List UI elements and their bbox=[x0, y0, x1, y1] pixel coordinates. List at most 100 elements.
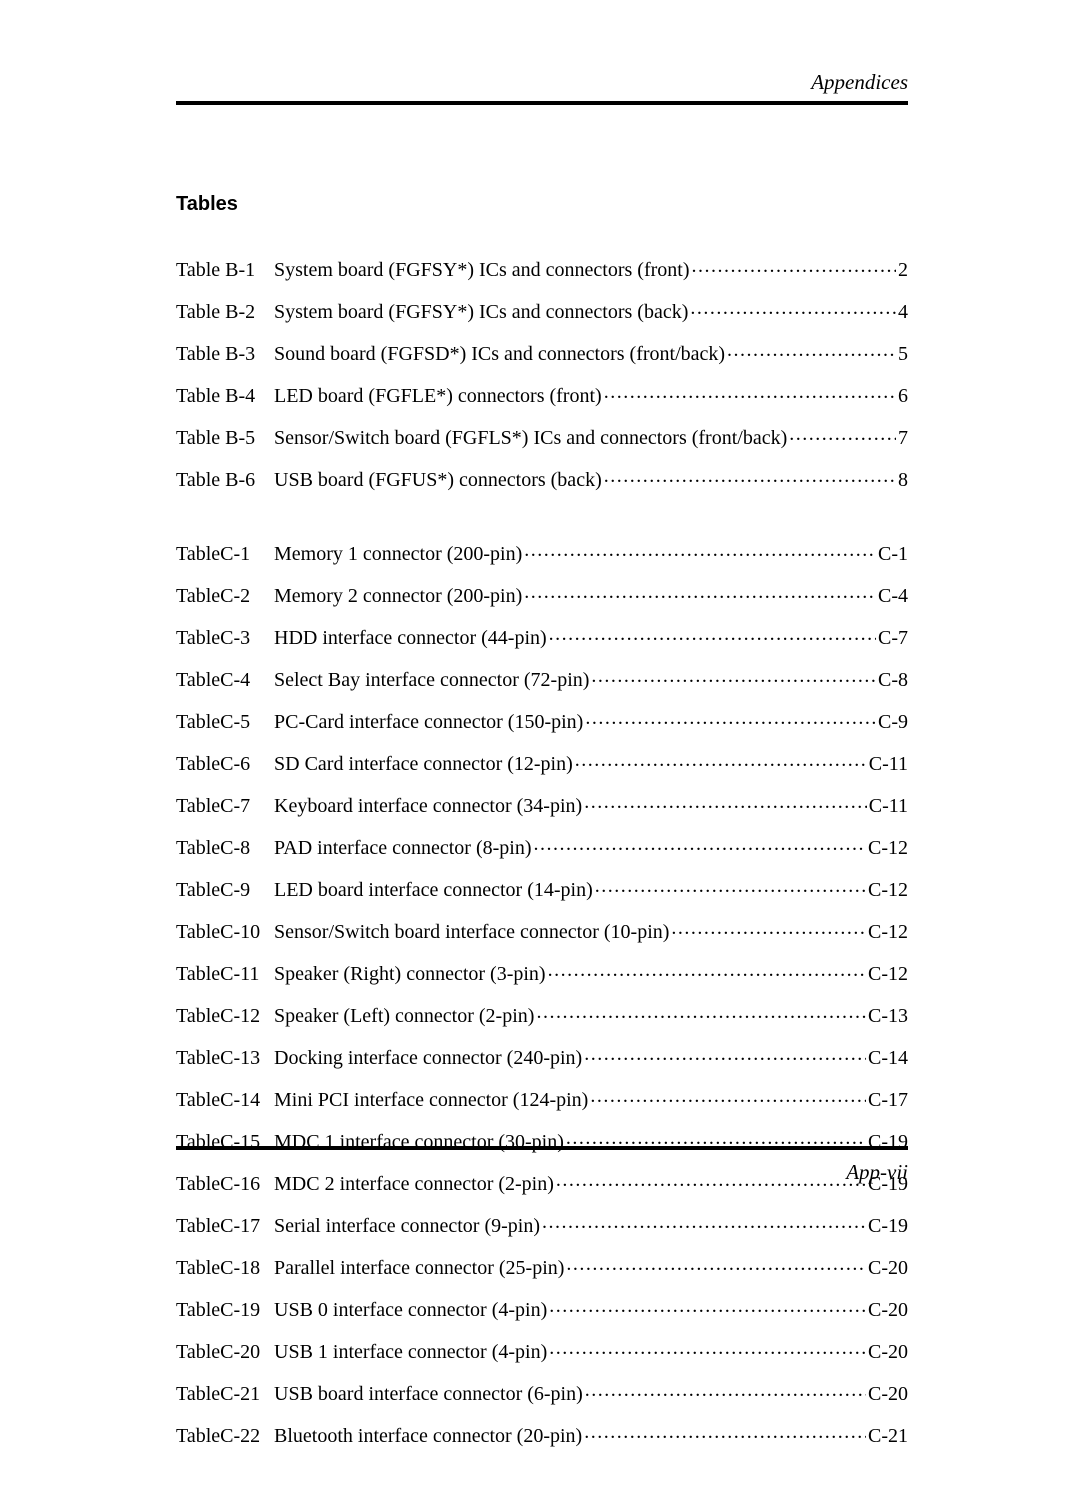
toc-block: TableC-1Memory 1 connector (200-pin) C-1 T… bbox=[176, 540, 908, 1446]
toc-leader-dots bbox=[584, 1422, 866, 1442]
toc-entry-page: C-9 bbox=[876, 712, 908, 732]
toc-entry-label: TableC-13 bbox=[176, 1048, 274, 1068]
toc-entry: TableC-11Speaker (Right) connector (3-pi… bbox=[176, 960, 908, 984]
toc-entry: TableC-22Bluetooth interface connector (… bbox=[176, 1422, 908, 1446]
toc-leader-dots bbox=[566, 1254, 866, 1274]
toc-entry-title: Parallel interface connector (25-pin) bbox=[274, 1258, 566, 1278]
toc-entry-title: USB 1 interface connector (4-pin) bbox=[274, 1342, 549, 1362]
toc-leader-dots bbox=[524, 540, 876, 560]
toc-entry-title: SD Card interface connector (12-pin) bbox=[274, 754, 575, 774]
toc-entry-title: Docking interface connector (240-pin) bbox=[274, 1048, 584, 1068]
toc-leader-dots bbox=[584, 792, 867, 812]
toc-entry-title: USB board interface connector (6-pin) bbox=[274, 1384, 585, 1404]
toc-entry-label: TableC-2 bbox=[176, 586, 274, 606]
footer-rule bbox=[176, 1146, 908, 1150]
toc-entry-title: Mini PCI interface connector (124-pin) bbox=[274, 1090, 590, 1110]
toc-entry-label: TableC-1 bbox=[176, 544, 274, 564]
toc-entry: TableC-18Parallel interface connector (2… bbox=[176, 1254, 908, 1278]
toc-entry-label: TableC-10 bbox=[176, 922, 274, 942]
page-content: Appendices Tables Table B-1System board … bbox=[176, 70, 908, 1496]
toc-leader-dots bbox=[727, 340, 896, 360]
toc-leader-dots bbox=[789, 424, 896, 444]
toc-entry: Table B-6USB board (FGFUS*) connectors (… bbox=[176, 466, 908, 490]
toc-leader-dots bbox=[585, 708, 876, 728]
toc-entry: TableC-21USB board interface connector (… bbox=[176, 1380, 908, 1404]
toc-entry-title: System board (FGFSY*) ICs and connectors… bbox=[274, 302, 690, 322]
toc-entry: TableC-5PC-Card interface connector (150… bbox=[176, 708, 908, 732]
toc-entry-title: Memory 1 connector (200-pin) bbox=[274, 544, 524, 564]
toc-leader-dots bbox=[549, 1338, 866, 1358]
toc-entry-page: C-14 bbox=[866, 1048, 908, 1068]
toc-entry-page: C-20 bbox=[866, 1300, 908, 1320]
toc-entry-label: TableC-11 bbox=[176, 964, 274, 984]
toc-entry-label: Table B-5 bbox=[176, 428, 274, 448]
toc-leader-dots bbox=[604, 382, 896, 402]
toc-entry: TableC-4Select Bay interface connector (… bbox=[176, 666, 908, 690]
toc-entry-title: USB 0 interface connector (4-pin) bbox=[274, 1300, 549, 1320]
toc-leader-dots bbox=[590, 1086, 866, 1106]
toc-entry-label: Table B-3 bbox=[176, 344, 274, 364]
toc-entry: Table B-2System board (FGFSY*) ICs and c… bbox=[176, 298, 908, 322]
toc-entry-page: C-20 bbox=[866, 1342, 908, 1362]
toc-entry-title: Select Bay interface connector (72-pin) bbox=[274, 670, 591, 690]
toc-entry: TableC-2Memory 2 connector (200-pin) C-4 bbox=[176, 582, 908, 606]
toc-entry-page: C-8 bbox=[876, 670, 908, 690]
toc-leader-dots bbox=[604, 466, 896, 486]
toc-entry-page: C-1 bbox=[876, 544, 908, 564]
running-header: Appendices bbox=[176, 70, 908, 95]
toc-entry-page: C-12 bbox=[866, 838, 908, 858]
toc-leader-dots bbox=[534, 834, 867, 854]
toc-block: Table B-1System board (FGFSY*) ICs and c… bbox=[176, 256, 908, 490]
toc-leader-dots bbox=[595, 876, 866, 896]
toc-entry-label: TableC-18 bbox=[176, 1258, 274, 1278]
toc-entry: TableC-13Docking interface connector (24… bbox=[176, 1044, 908, 1068]
toc-entry-label: TableC-21 bbox=[176, 1384, 274, 1404]
toc-entry: Table B-1System board (FGFSY*) ICs and c… bbox=[176, 256, 908, 280]
toc-leader-dots bbox=[549, 1296, 866, 1316]
toc-leader-dots bbox=[690, 298, 896, 318]
toc-leader-dots bbox=[542, 1212, 866, 1232]
toc-leader-dots bbox=[575, 750, 867, 770]
toc-leader-dots bbox=[671, 918, 866, 938]
toc-leader-dots bbox=[536, 1002, 866, 1022]
toc-entry-title: HDD interface connector (44-pin) bbox=[274, 628, 549, 648]
page-footer: App-vii bbox=[176, 1144, 908, 1185]
toc-entry-title: System board (FGFSY*) ICs and connectors… bbox=[274, 260, 692, 280]
toc-entry: TableC-12Speaker (Left) connector (2-pin… bbox=[176, 1002, 908, 1026]
toc-entry-title: Sensor/Switch board interface connector … bbox=[274, 922, 671, 942]
toc-entry-label: TableC-19 bbox=[176, 1300, 274, 1320]
toc-entry: TableC-10Sensor/Switch board interface c… bbox=[176, 918, 908, 942]
toc-entry-page: C-17 bbox=[866, 1090, 908, 1110]
toc-entry-page: C-20 bbox=[866, 1258, 908, 1278]
toc-entry-page: C-11 bbox=[867, 754, 908, 774]
toc-entry-title: Bluetooth interface connector (20-pin) bbox=[274, 1426, 584, 1446]
toc-entry-label: TableC-5 bbox=[176, 712, 274, 732]
toc-entry-title: LED board (FGFLE*) connectors (front) bbox=[274, 386, 604, 406]
toc-entry-title: Serial interface connector (9-pin) bbox=[274, 1216, 542, 1236]
toc-entry-title: PAD interface connector (8-pin) bbox=[274, 838, 534, 858]
toc-leader-dots bbox=[585, 1380, 866, 1400]
toc-entry-label: TableC-12 bbox=[176, 1006, 274, 1026]
toc-entry-title: PC-Card interface connector (150-pin) bbox=[274, 712, 585, 732]
toc-entry-page: C-7 bbox=[876, 628, 908, 648]
toc-leader-dots bbox=[584, 1044, 866, 1064]
toc-entry: Table B-4LED board (FGFLE*) connectors (… bbox=[176, 382, 908, 406]
toc-entry-title: Sensor/Switch board (FGFLS*) ICs and con… bbox=[274, 428, 789, 448]
section-heading: Tables bbox=[176, 193, 908, 216]
toc-leader-dots bbox=[524, 582, 876, 602]
toc-leader-dots bbox=[548, 960, 866, 980]
toc-entry-page: C-4 bbox=[876, 586, 908, 606]
toc-leader-dots bbox=[549, 624, 876, 644]
toc-entry-label: Table B-2 bbox=[176, 302, 274, 322]
toc-entry-title: LED board interface connector (14-pin) bbox=[274, 880, 595, 900]
toc-entry-page: C-12 bbox=[866, 964, 908, 984]
toc-entry-title: Speaker (Right) connector (3-pin) bbox=[274, 964, 548, 984]
toc-leader-dots bbox=[692, 256, 897, 276]
toc-entry-title: Memory 2 connector (200-pin) bbox=[274, 586, 524, 606]
toc-entry: TableC-7Keyboard interface connector (34… bbox=[176, 792, 908, 816]
toc-entry-title: USB board (FGFUS*) connectors (back) bbox=[274, 470, 604, 490]
toc-entry-page: 4 bbox=[896, 302, 908, 322]
toc-container: Table B-1System board (FGFSY*) ICs and c… bbox=[176, 256, 908, 1446]
toc-entry-label: TableC-17 bbox=[176, 1216, 274, 1236]
toc-entry-label: TableC-8 bbox=[176, 838, 274, 858]
